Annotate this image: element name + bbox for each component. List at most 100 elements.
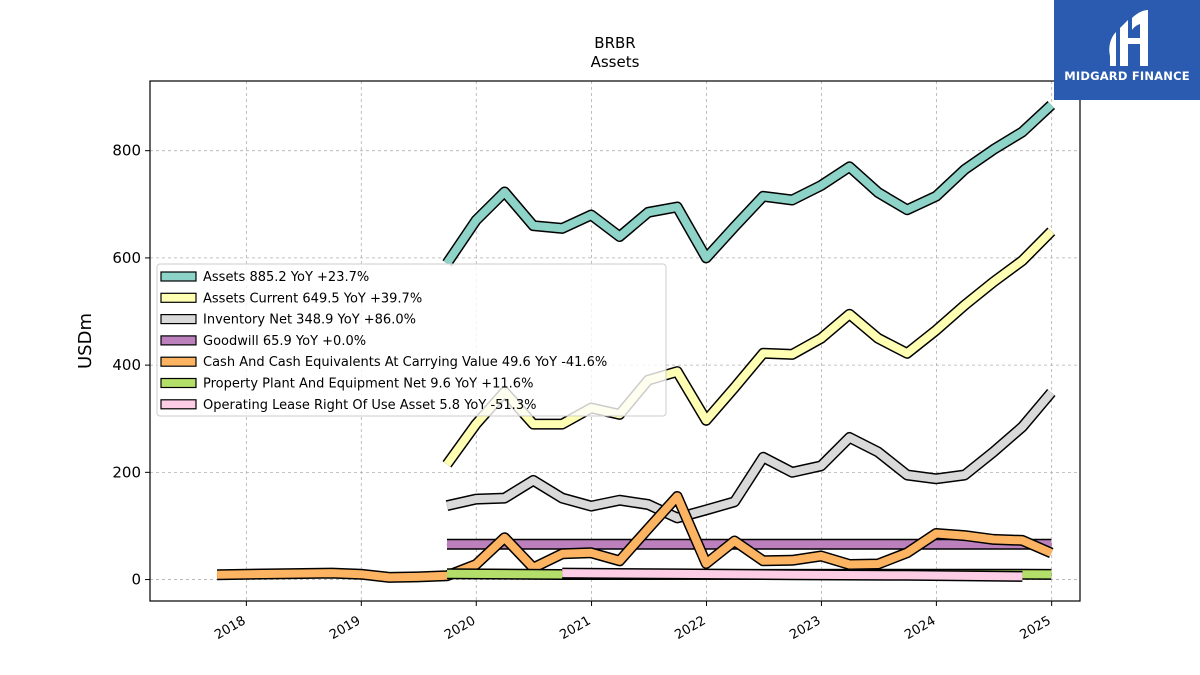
data-point [849, 166, 850, 168]
series-line [446, 389, 1055, 522]
legend: Assets 885.2 YoY +23.7% Assets Current 64… [156, 263, 667, 417]
series-line-outline [442, 100, 1056, 267]
data-point [734, 387, 735, 389]
x-tick-label: 2021 [557, 613, 593, 643]
data-point [877, 337, 879, 339]
data-point [561, 227, 563, 229]
data-point [906, 574, 908, 576]
y-tick-label: 800 [112, 142, 141, 160]
data-point [619, 499, 621, 501]
x-tick-label: 2018 [212, 613, 248, 643]
legend-label: Operating Lease Right Of Use Asset 5.8 Y… [203, 398, 536, 413]
data-point [331, 572, 333, 574]
data-point [906, 474, 908, 476]
data-point [820, 465, 822, 467]
series-line [443, 102, 1055, 266]
x-tick-label: 2020 [442, 613, 478, 643]
data-point [964, 169, 966, 170]
y-tick-label: 600 [112, 249, 141, 267]
data-point [849, 313, 850, 315]
series-0 [442, 100, 1056, 267]
data-point [590, 505, 592, 507]
data-point [906, 352, 908, 354]
data-point [935, 195, 937, 197]
data-point [619, 560, 621, 562]
data-point [935, 533, 937, 534]
data-point [532, 479, 534, 481]
data-point [676, 517, 678, 519]
data-point [446, 573, 448, 575]
data-point [820, 555, 822, 557]
legend-label: Cash And Cash Equivalents At Carrying Va… [203, 355, 607, 370]
data-point [360, 573, 362, 575]
data-point [877, 563, 879, 565]
legend-label: Goodwill 65.9 YoY +0.0% [203, 334, 366, 349]
data-point [791, 353, 793, 355]
legend-swatch [160, 292, 197, 303]
legend-label: Assets Current 649.5 YoY +39.7% [203, 291, 422, 306]
data-point [734, 226, 735, 228]
data-point [504, 537, 506, 539]
data-point [705, 419, 707, 421]
data-point [216, 574, 218, 576]
data-point [1050, 543, 1052, 545]
data-point [561, 423, 563, 425]
data-point [446, 463, 448, 465]
y-axis-label: USDm [75, 313, 96, 369]
brand-logo: MIDGARD FINANCE [1054, 0, 1200, 100]
data-point [906, 209, 908, 211]
data-point [1021, 260, 1023, 262]
data-point [964, 474, 966, 476]
legend-swatch [160, 399, 197, 410]
data-point [1050, 392, 1052, 393]
data-point [619, 236, 621, 237]
data-point [676, 496, 678, 497]
data-point [1050, 552, 1052, 554]
x-tick-label: 2022 [672, 613, 708, 643]
data-point [906, 552, 908, 554]
data-point [1021, 539, 1023, 541]
series-3 [446, 538, 1052, 550]
data-point [791, 559, 793, 561]
x-tick-label: 2024 [902, 613, 938, 643]
data-point [791, 199, 793, 201]
data-point [964, 535, 966, 537]
data-point [388, 576, 390, 578]
chart-title: BRBR [594, 34, 635, 52]
data-point [1021, 131, 1023, 133]
legend-swatch [160, 377, 197, 389]
series-line [443, 228, 1055, 467]
data-point [849, 437, 850, 438]
data-point [992, 451, 994, 453]
data-point [1050, 104, 1052, 106]
data-point [532, 423, 534, 425]
data-point [964, 304, 966, 306]
data-point [417, 576, 419, 578]
data-point [734, 540, 735, 542]
data-point [705, 563, 707, 564]
data-point [820, 337, 822, 339]
data-point [590, 214, 592, 216]
plot-frame [149, 80, 1081, 602]
data-point [532, 567, 534, 569]
series-layer [216, 100, 1056, 583]
legend-label: Property Plant And Equipment Net 9.6 YoY… [203, 377, 533, 392]
data-point [705, 257, 707, 259]
data-point [791, 574, 793, 576]
legend-swatch [160, 271, 197, 282]
data-point [877, 192, 879, 193]
data-point [791, 471, 793, 473]
data-point [676, 573, 678, 575]
legend-swatch [160, 356, 197, 367]
data-point [935, 329, 937, 331]
data-point [647, 211, 649, 213]
x-tick-label: 2019 [327, 613, 363, 643]
data-point [561, 497, 563, 499]
data-point [1050, 573, 1052, 575]
data-point [475, 219, 477, 221]
data-point [1050, 230, 1052, 232]
data-point [475, 423, 477, 425]
data-point [590, 552, 592, 554]
data-point [992, 538, 994, 540]
